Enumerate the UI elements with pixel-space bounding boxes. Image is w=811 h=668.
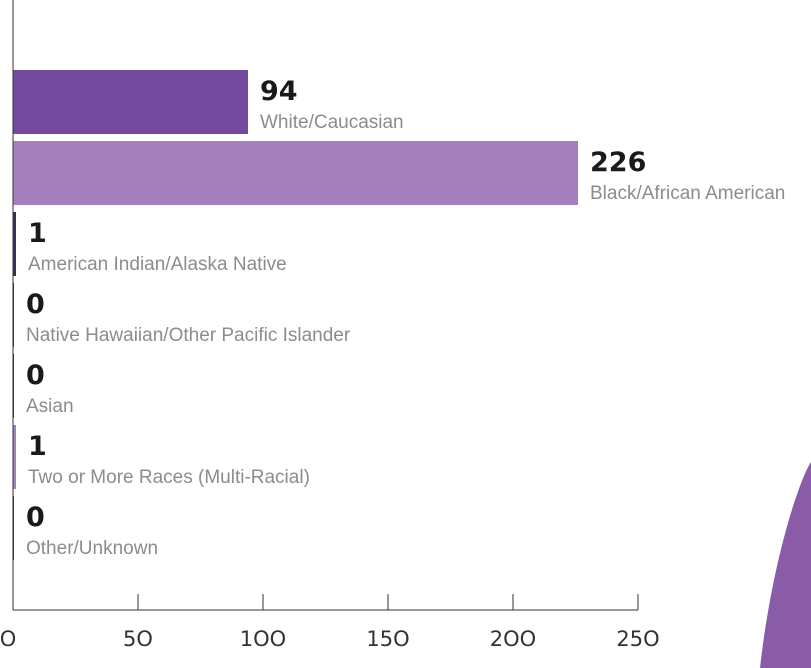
data-label: 226: [590, 147, 646, 178]
x-tick-label: 25O: [616, 627, 659, 651]
category-label: American Indian/Alaska Native: [28, 254, 287, 275]
category-label: Asian: [26, 396, 74, 417]
data-label: 1: [28, 218, 47, 249]
data-label: 1: [28, 431, 47, 462]
category-label: Two or More Races (Multi-Racial): [28, 467, 310, 488]
data-label: 0: [26, 289, 45, 320]
bar: [13, 212, 16, 276]
category-label: White/Caucasian: [260, 112, 404, 133]
category-label: Native Hawaiian/Other Pacific Islander: [26, 325, 351, 346]
data-label: 94: [260, 76, 298, 107]
data-label: 0: [26, 360, 45, 391]
x-tick-label: 2OO: [490, 627, 536, 651]
category-label: Black/African American: [590, 183, 785, 204]
x-tick-label: 1OO: [240, 627, 286, 651]
bar: [13, 141, 578, 205]
category-label: Other/Unknown: [26, 538, 158, 559]
x-axis-ticks: O 5O 1OO 15O 2OO 25O: [0, 594, 660, 651]
x-tick-label: O: [0, 627, 16, 651]
bar: [13, 425, 16, 489]
data-label: 0: [26, 502, 45, 533]
x-tick-label: 5O: [123, 627, 153, 651]
bars-layer: 94 White/Caucasian 226 Black/African Americ…: [13, 70, 785, 560]
bar: [13, 70, 248, 134]
decorative-circle: [760, 462, 811, 668]
x-tick-label: 15O: [366, 627, 409, 651]
